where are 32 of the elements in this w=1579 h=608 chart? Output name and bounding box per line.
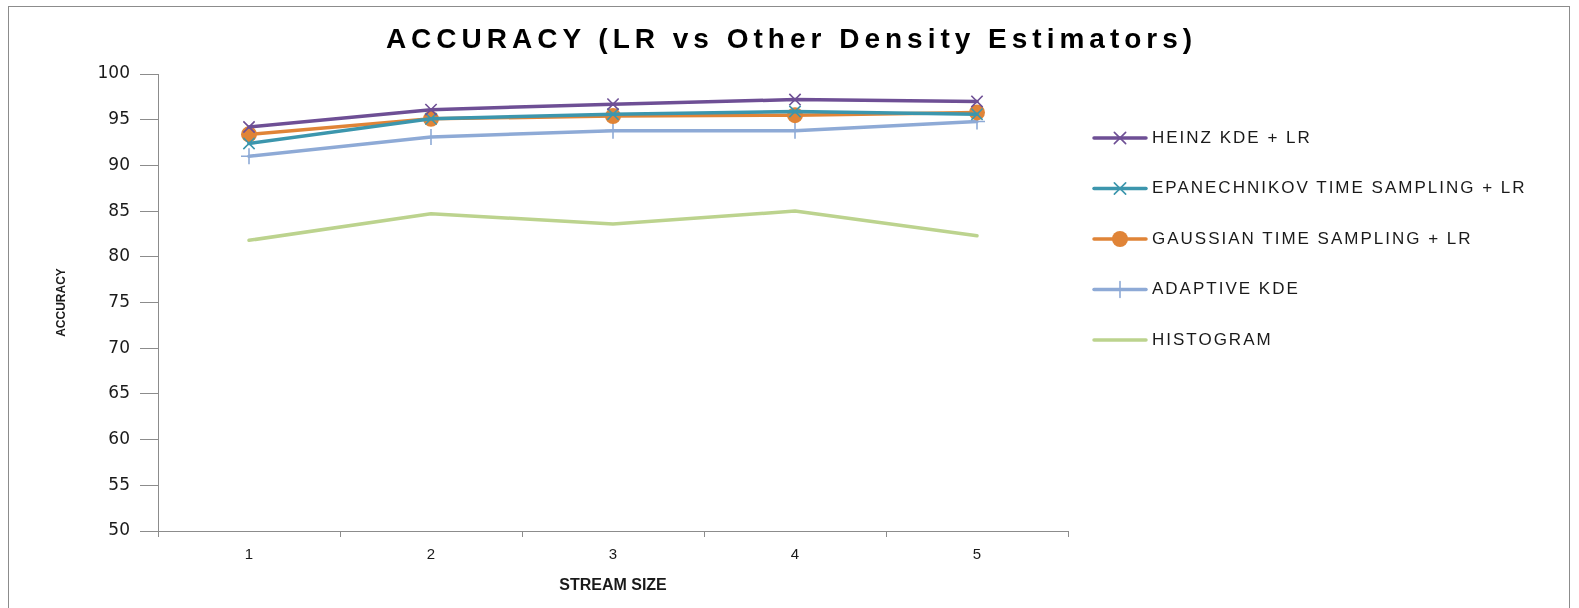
x-tick-label: 3 xyxy=(608,545,618,563)
point xyxy=(788,93,802,107)
legend-label: HEINZ KDE + LR xyxy=(1152,127,1312,147)
point xyxy=(424,103,438,117)
y-tick-label: 60 xyxy=(108,428,130,449)
y-tick-label: 90 xyxy=(108,153,130,174)
x-tick-label: 5 xyxy=(972,545,982,563)
point xyxy=(242,137,256,150)
point xyxy=(970,94,984,108)
y-tick-label: 85 xyxy=(108,199,130,220)
x-tick-label: 2 xyxy=(426,545,436,563)
y-tick-label: 100 xyxy=(97,62,130,83)
y-tick-label: 70 xyxy=(108,336,130,357)
y-axis-title: ACCURACY xyxy=(53,268,68,337)
legend-label: GAUSSIAN TIME SAMPLING + LR xyxy=(1152,228,1473,248)
x-axis-title: STREAM SIZE xyxy=(559,575,668,593)
legend-label: ADAPTIVE KDE xyxy=(1152,279,1300,299)
y-tick-label: 75 xyxy=(108,290,130,311)
y-tick-label: 50 xyxy=(108,519,130,540)
chart-title: ACCURACY (LR vs Other Density Estimators) xyxy=(385,23,1198,54)
y-tick-label: 65 xyxy=(108,382,130,403)
legend-label: HISTOGRAM xyxy=(1152,329,1273,349)
y-tick-label: 55 xyxy=(108,473,130,494)
y-tick-label: 80 xyxy=(108,245,130,266)
x-tick-label: 4 xyxy=(790,545,800,563)
legend-label: EPANECHNIKOV TIME SAMPLING + LR xyxy=(1152,178,1527,198)
point xyxy=(242,120,256,134)
point xyxy=(606,107,620,121)
point xyxy=(606,97,620,111)
y-tick-label: 95 xyxy=(108,108,130,129)
point xyxy=(788,105,802,118)
x-tick-label: 1 xyxy=(244,545,254,563)
